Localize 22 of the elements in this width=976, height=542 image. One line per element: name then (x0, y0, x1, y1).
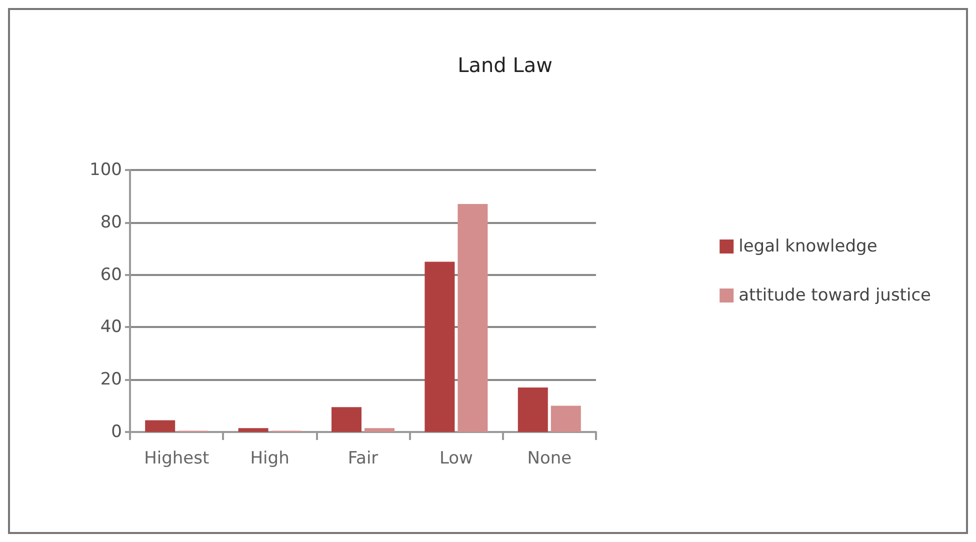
y-tick-label: 40 (100, 317, 122, 338)
y-tick-label: 80 (100, 212, 122, 232)
x-tick-label: Fair (348, 448, 378, 468)
bar (364, 428, 394, 432)
bar (518, 387, 548, 432)
legend-label: attitude toward justice (738, 286, 932, 306)
y-tick-label: 100 (90, 160, 122, 180)
y-tick-label: 60 (100, 264, 122, 285)
x-tick-label: High (250, 448, 290, 468)
bar (424, 262, 455, 432)
x-tick-label: Highest (144, 448, 210, 468)
bar (238, 428, 268, 432)
legend-label: legal knowledge (738, 236, 878, 256)
y-tick-label: 0 (111, 422, 122, 442)
x-tick-label: Low (439, 448, 474, 468)
bar (145, 420, 176, 432)
chart-title: Land Law (458, 53, 552, 77)
y-tick-label: 20 (100, 370, 122, 390)
bar (332, 407, 362, 432)
x-tick-label: None (527, 448, 572, 468)
bar (550, 406, 581, 432)
bar (458, 204, 488, 432)
